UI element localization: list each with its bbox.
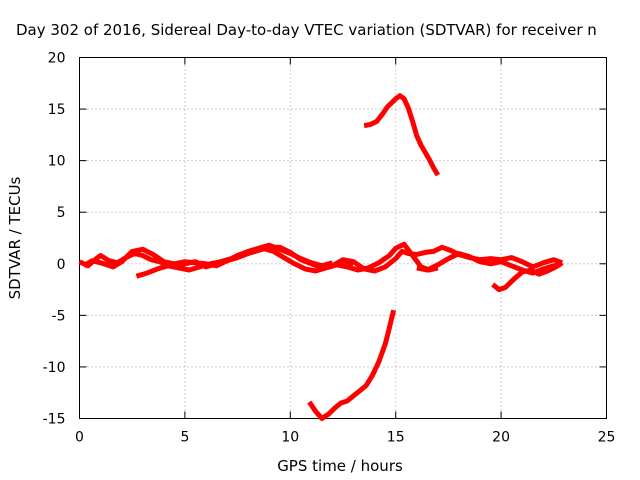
series-line-sat-h bbox=[307, 309, 397, 421]
series-line-sat-g bbox=[363, 93, 441, 177]
y-tick-label: -5 bbox=[52, 308, 66, 324]
y-axis-title: SDTVAR / TECUs bbox=[6, 176, 24, 299]
series-line-sat-c bbox=[135, 241, 439, 279]
y-tick-label: 20 bbox=[48, 51, 66, 67]
x-tick-label: 25 bbox=[598, 430, 616, 446]
x-tick-label: 5 bbox=[180, 430, 189, 446]
y-tick-label: 10 bbox=[48, 154, 66, 170]
y-tick-label: -10 bbox=[43, 360, 66, 376]
x-tick-label: 10 bbox=[281, 430, 299, 446]
x-tick-label: 15 bbox=[387, 430, 405, 446]
y-tick-labels: -15 -10 -5 0 5 10 15 20 bbox=[43, 51, 66, 428]
x-tick-label: 0 bbox=[75, 430, 84, 446]
x-tick-label: 20 bbox=[492, 430, 510, 446]
plot-frame bbox=[79, 57, 607, 419]
y-tick-label: 5 bbox=[57, 205, 66, 221]
series-line-sat-b bbox=[82, 244, 355, 271]
y-tick-label: 0 bbox=[57, 257, 66, 273]
x-tick-labels: 0 5 10 15 20 25 bbox=[75, 430, 615, 446]
series-line-sat-e bbox=[416, 251, 561, 276]
x-axis-title: GPS time / hours bbox=[277, 457, 403, 475]
series-line-sat-f bbox=[491, 260, 564, 293]
series-line-sat-d bbox=[331, 244, 564, 274]
chart-title: Day 302 of 2016, Sidereal Day-to-day VTE… bbox=[16, 21, 597, 39]
grid-lines bbox=[79, 57, 607, 419]
y-tick-label: 15 bbox=[48, 102, 66, 118]
axis-ticks bbox=[79, 57, 607, 419]
data-series bbox=[78, 93, 564, 421]
y-tick-label: -15 bbox=[43, 412, 66, 428]
